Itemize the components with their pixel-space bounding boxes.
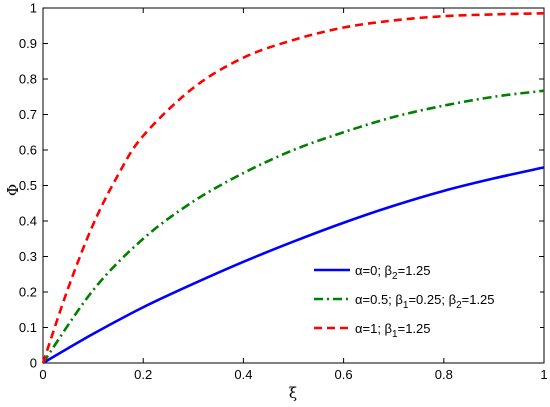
y-tick-label: 1 [30,1,37,16]
y-tick-label: 0.8 [19,72,37,87]
legend-box [305,260,540,352]
y-axis-label: Φ [4,184,22,196]
y-tick-label: 0 [30,356,37,371]
x-axis-label: ξ [289,384,297,402]
x-tick-label: 1 [540,367,547,382]
y-tick-label: 0.3 [19,249,37,264]
y-tick-label: 0.2 [19,285,37,300]
series-layer [41,12,545,365]
x-tick-label: 0.2 [134,367,152,382]
y-tick-label: 0.1 [19,320,37,335]
legend-label-s1: α=0; β2=1.25 [355,263,431,282]
y-tick-label: 0.6 [19,143,37,158]
x-tick-label: 0.8 [435,367,453,382]
legend-label-s2: α=0.5; β1=0.25; β2=1.25 [355,292,495,311]
x-tick-label: 0 [39,367,46,382]
y-tick-label: 0.7 [19,107,37,122]
series-line-s1 [42,166,545,365]
series-line-s3 [41,12,545,364]
y-tick-label: 0.5 [19,178,37,193]
y-tick-label: 0.4 [19,214,37,229]
legend-label-s3: α=1; β1=1.25 [355,321,431,340]
x-tick-label: 0.6 [335,367,353,382]
axis-ticks: 0 0.2 0.4 0.6 0.8 1 0 0.1 0.2 0.3 0.4 0.5 0.6 0.7 0.8 0… [19,1,548,383]
y-tick-label: 0.9 [19,36,37,51]
x-tick-label: 0.4 [234,367,252,382]
legend: α=0; β2=1.25 α=0.5; β1=0.25; β2=1.25 α=1; … [305,260,540,352]
